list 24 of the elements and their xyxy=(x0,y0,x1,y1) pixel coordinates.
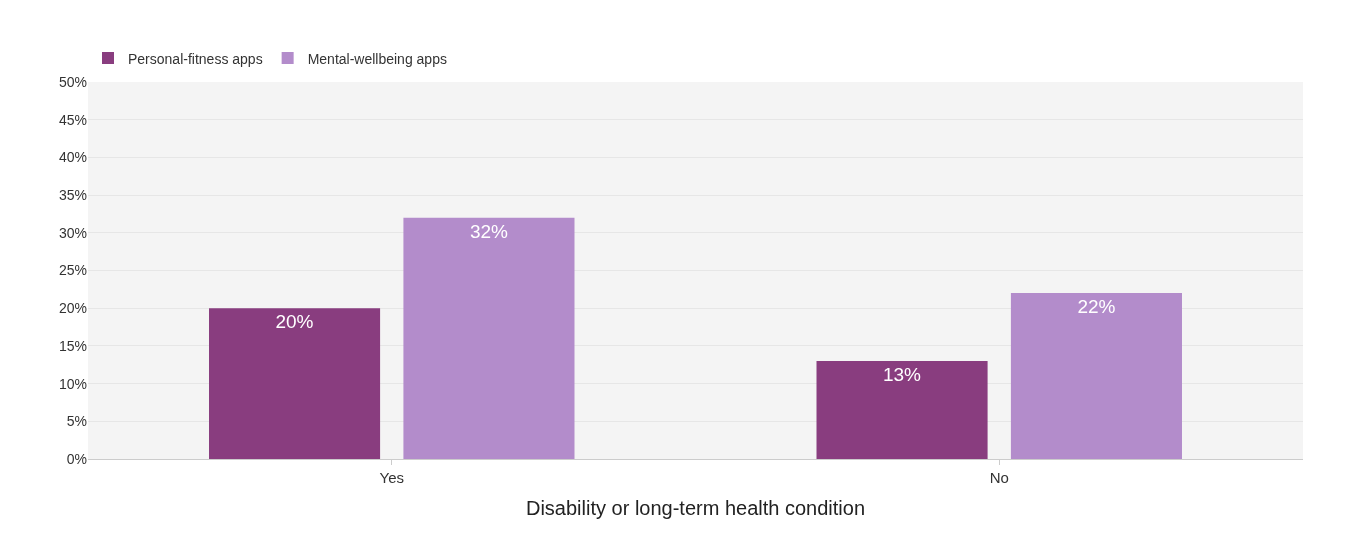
data-label: 32% xyxy=(469,220,509,242)
data-label: 13% xyxy=(882,363,922,385)
bar xyxy=(1010,293,1182,459)
bar xyxy=(816,360,988,459)
bar xyxy=(403,217,575,459)
data-label: 22% xyxy=(1077,296,1116,318)
legend-label: Mental-wellbeing apps xyxy=(307,50,447,67)
y-tick-label: 20% xyxy=(58,300,87,317)
y-tick-label: 0% xyxy=(66,450,87,467)
x-tick-label: Yes xyxy=(379,469,404,486)
x-axis-title: Disability or long-term health condition xyxy=(525,496,866,519)
y-tick-label: 50% xyxy=(58,73,87,90)
y-tick-label: 40% xyxy=(58,149,87,166)
x-tick-label: No xyxy=(989,469,1009,486)
y-tick-label: 35% xyxy=(58,187,87,203)
y-tick-label: 10% xyxy=(58,375,87,392)
y-tick-label: 45% xyxy=(58,111,87,128)
y-tick-label: 5% xyxy=(66,413,87,430)
y-tick-label: 25% xyxy=(58,262,87,279)
y-tick-label: 30% xyxy=(58,224,87,241)
y-tick-label: 15% xyxy=(58,337,87,354)
legend-label: Personal-fitness apps xyxy=(128,50,263,67)
bar xyxy=(209,308,381,459)
data-label: 20% xyxy=(275,311,314,333)
